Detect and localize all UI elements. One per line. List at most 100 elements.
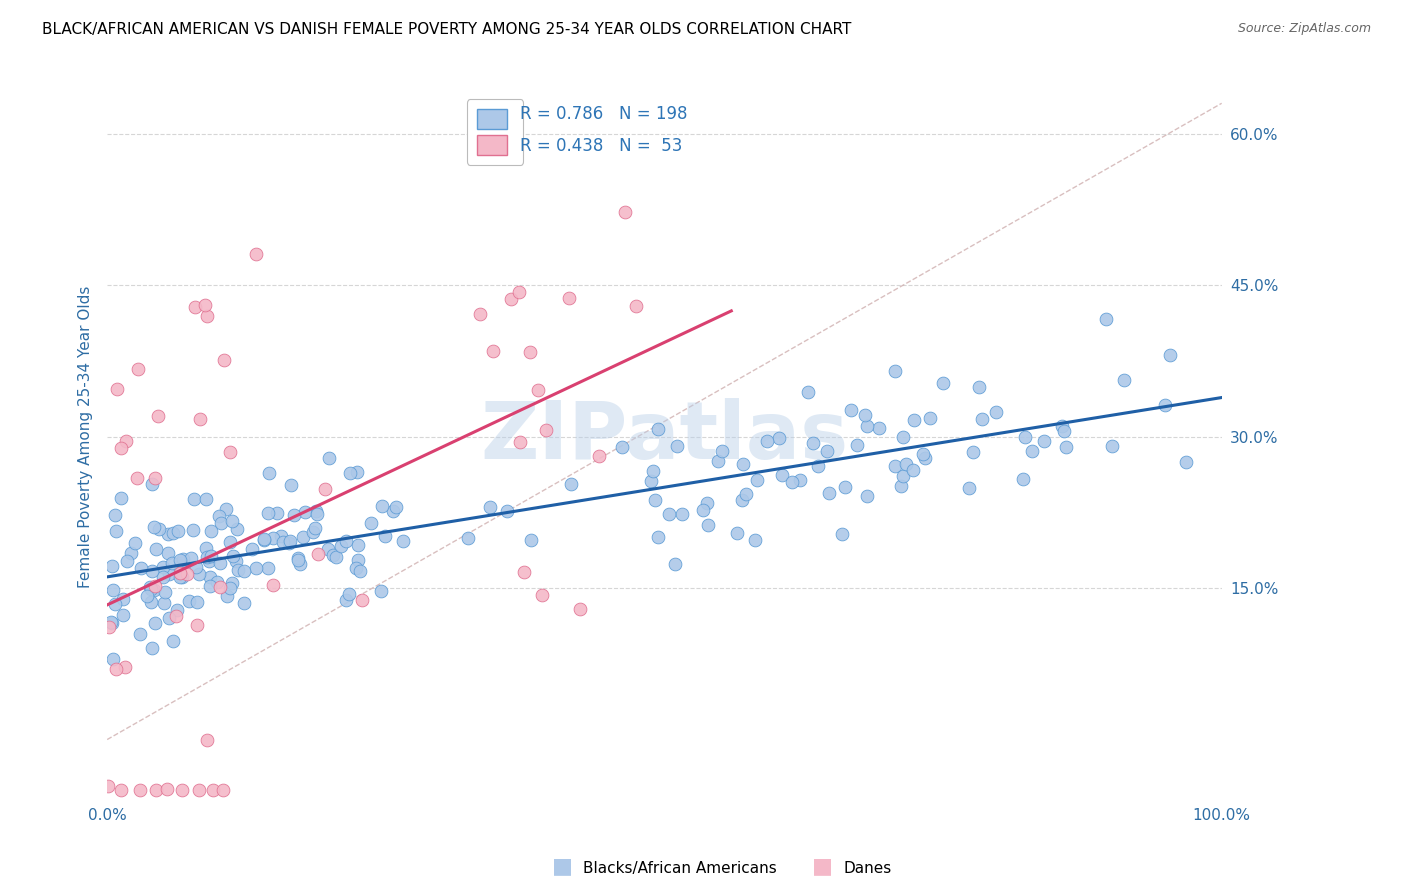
Point — [314, 483, 336, 497]
Point — [1054, 441, 1077, 455]
Point — [640, 475, 662, 489]
Point — [508, 285, 530, 299]
Point — [167, 524, 190, 538]
Point — [233, 564, 256, 578]
Point — [339, 466, 361, 480]
Point — [221, 575, 243, 590]
Point — [626, 299, 648, 313]
Point — [346, 538, 368, 552]
Point — [288, 557, 311, 571]
Point — [129, 627, 152, 641]
Point — [128, 783, 150, 797]
Point — [780, 475, 803, 490]
Point — [104, 597, 127, 611]
Point — [101, 616, 124, 631]
Point — [105, 382, 128, 396]
Point — [841, 402, 863, 417]
Point — [316, 541, 339, 556]
Point — [245, 246, 267, 260]
Point — [294, 505, 316, 519]
Point — [856, 418, 879, 433]
Point — [337, 587, 360, 601]
Point — [160, 556, 183, 570]
Text: Source: ZipAtlas.com: Source: ZipAtlas.com — [1237, 22, 1371, 36]
Point — [374, 529, 396, 543]
Point — [111, 591, 134, 606]
Point — [176, 567, 198, 582]
Point — [218, 535, 240, 549]
Point — [807, 458, 830, 473]
Point — [588, 449, 610, 463]
Point — [165, 609, 187, 624]
Point — [152, 560, 174, 574]
Point — [346, 466, 368, 480]
Point — [139, 595, 162, 609]
Point — [322, 548, 344, 562]
Point — [129, 560, 152, 574]
Point — [903, 412, 925, 426]
Point — [707, 454, 730, 468]
Point — [1095, 311, 1118, 326]
Point — [845, 438, 868, 452]
Point — [188, 567, 211, 582]
Point — [692, 503, 714, 517]
Point — [262, 577, 284, 591]
Point — [1159, 349, 1181, 363]
Point — [509, 434, 531, 449]
Point — [112, 608, 135, 623]
Point — [891, 430, 914, 444]
Point — [195, 541, 218, 556]
Point — [143, 470, 166, 484]
Text: R = 0.438   N =  53: R = 0.438 N = 53 — [520, 136, 682, 154]
Point — [666, 439, 689, 453]
Point — [211, 783, 233, 797]
Point — [664, 558, 686, 572]
Point — [195, 733, 218, 747]
Y-axis label: Female Poverty Among 25-34 Year Olds: Female Poverty Among 25-34 Year Olds — [79, 285, 93, 588]
Point — [141, 641, 163, 656]
Point — [98, 619, 121, 633]
Point — [146, 409, 169, 423]
Point — [1175, 455, 1198, 469]
Point — [252, 533, 274, 547]
Point — [115, 554, 138, 568]
Text: Danes: Danes — [844, 861, 891, 876]
Point — [283, 508, 305, 522]
Point — [482, 343, 505, 358]
Point — [382, 504, 405, 518]
Point — [257, 507, 280, 521]
Point — [1101, 439, 1123, 453]
Point — [115, 434, 138, 449]
Point — [526, 383, 548, 397]
Point — [179, 593, 201, 607]
Point — [831, 527, 853, 541]
Point — [152, 596, 174, 610]
Point — [697, 518, 720, 533]
Point — [180, 550, 202, 565]
Point — [226, 563, 249, 577]
Point — [614, 204, 637, 219]
Point — [172, 552, 194, 566]
Point — [756, 434, 779, 449]
Point — [208, 580, 231, 594]
Point — [287, 550, 309, 565]
Point — [194, 298, 217, 312]
Point — [159, 611, 181, 625]
Text: Blacks/African Americans: Blacks/African Americans — [583, 861, 778, 876]
Point — [101, 559, 124, 574]
Point — [114, 660, 136, 674]
Point — [100, 615, 122, 630]
Point — [770, 468, 793, 483]
Point — [198, 553, 221, 567]
Point — [169, 566, 191, 581]
Point — [468, 307, 491, 321]
Point — [534, 423, 557, 437]
Point — [172, 783, 194, 797]
Point — [143, 579, 166, 593]
Point — [200, 570, 222, 584]
Point — [215, 502, 238, 516]
Point — [957, 481, 980, 495]
Point — [104, 662, 127, 676]
Point — [360, 516, 382, 531]
Text: ■: ■ — [553, 856, 572, 876]
